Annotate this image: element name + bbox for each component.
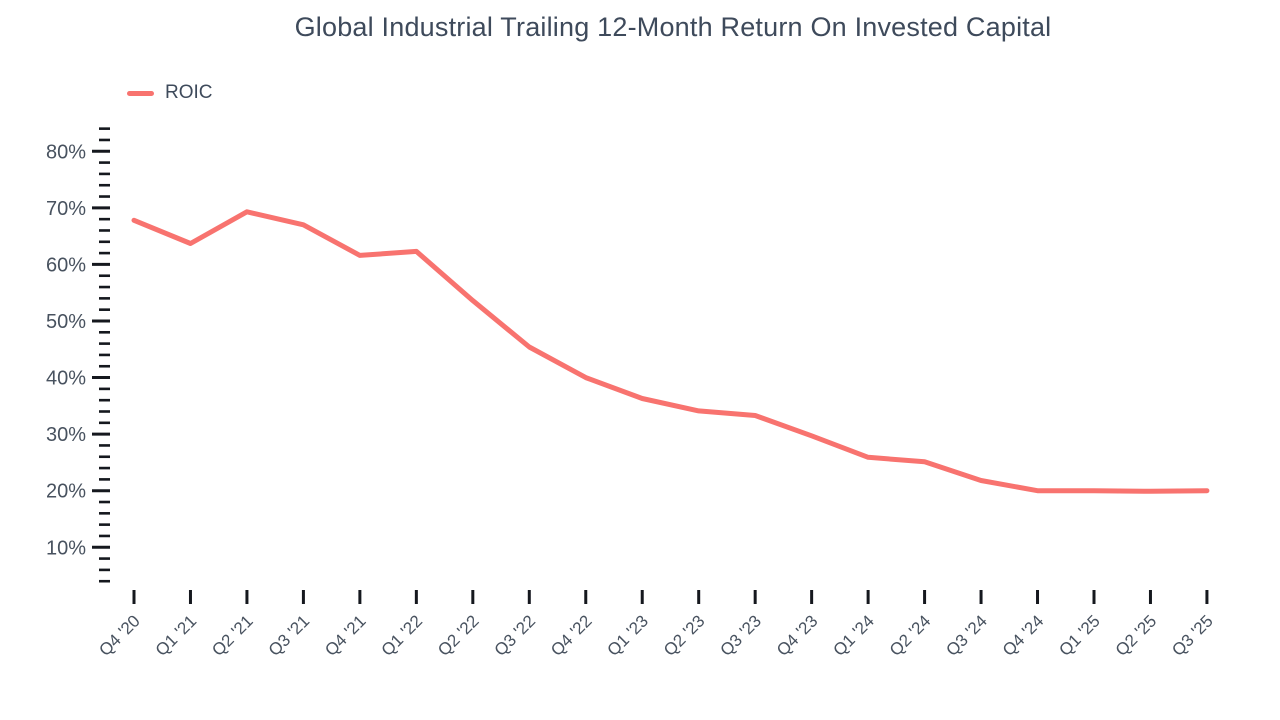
chart-title: Global Industrial Trailing 12-Month Retu… <box>294 12 1052 42</box>
y-axis-label: 20% <box>46 481 86 503</box>
x-axis-label: Q3 '22 <box>491 611 539 659</box>
x-axis-label: Q4 '21 <box>321 611 369 659</box>
legend-line-swatch <box>127 90 154 96</box>
x-axis-label: Q3 '23 <box>717 611 765 659</box>
roic-series-line <box>131 209 1210 494</box>
x-axis-label: Q1 '21 <box>152 611 200 659</box>
x-axis-label: Q4 '20 <box>95 611 143 659</box>
x-axis-label: Q4 '22 <box>547 611 595 659</box>
legend: ROIC <box>127 82 213 104</box>
x-axis-label: Q4 '23 <box>773 611 821 659</box>
y-axis-label: 70% <box>46 198 86 220</box>
y-axis-label: 40% <box>46 368 86 390</box>
x-axis-label: Q2 '24 <box>886 611 934 659</box>
x-axis-labels: Q4 '20 Q1 '21 Q2 '21 Q3 '21 Q4 '21 Q1 '22 Q2 '… <box>95 611 1216 659</box>
x-axis-label: Q2 '21 <box>208 611 256 659</box>
x-axis-label: Q3 '21 <box>265 611 313 659</box>
x-axis-label: Q3 '24 <box>942 611 990 659</box>
x-axis-label: Q1 '22 <box>378 611 426 659</box>
y-axis-ticks <box>92 127 110 583</box>
y-axis-label: 50% <box>46 311 86 333</box>
x-axis-ticks <box>132 590 1209 604</box>
x-axis-label: Q1 '23 <box>604 611 652 659</box>
legend-label: ROIC <box>165 82 213 103</box>
x-axis-label: Q1 '24 <box>829 611 877 659</box>
x-axis-label: Q2 '25 <box>1112 611 1160 659</box>
y-axis-labels: 10% 20% 30% 40% 50% 60% 70% 80% <box>46 141 86 559</box>
x-axis-label: Q3 '25 <box>1168 611 1216 659</box>
y-axis-label: 10% <box>46 537 86 559</box>
x-axis-label: Q4 '24 <box>999 611 1047 659</box>
y-axis-label: 30% <box>46 424 86 446</box>
x-axis-label: Q2 '23 <box>660 611 708 659</box>
y-axis-label: 80% <box>46 141 86 163</box>
x-axis-label: Q2 '22 <box>434 611 482 659</box>
y-axis-label: 60% <box>46 254 86 276</box>
x-axis-label: Q1 '25 <box>1055 611 1103 659</box>
